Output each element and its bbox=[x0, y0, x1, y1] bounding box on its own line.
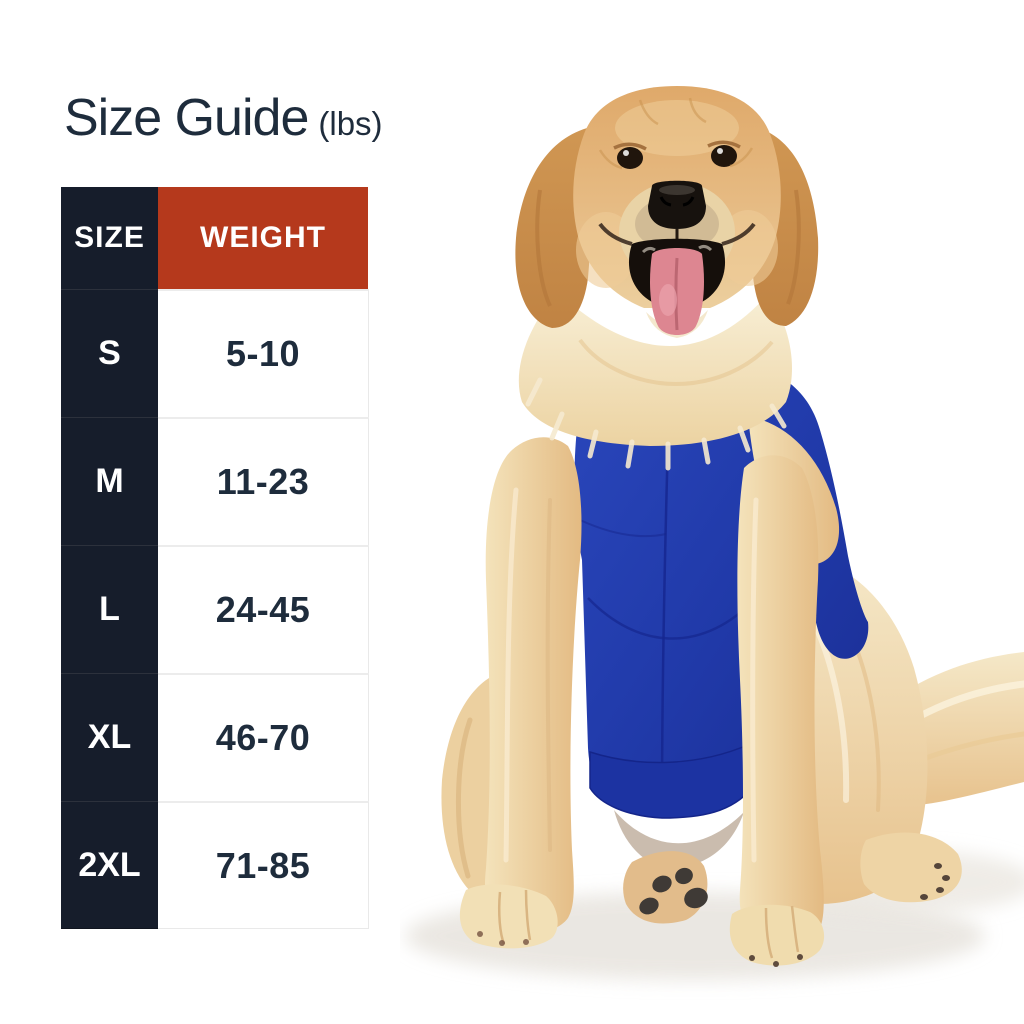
table-row: L 24-45 bbox=[61, 545, 369, 673]
size-cell: L bbox=[61, 545, 158, 673]
size-column-header: SIZE bbox=[61, 187, 158, 289]
table-header-row: SIZE WEIGHT bbox=[61, 187, 368, 289]
dog-hind-paw-right bbox=[860, 832, 962, 903]
weight-cell: 11-23 bbox=[158, 417, 369, 545]
table-row: M 11-23 bbox=[61, 417, 369, 545]
dog-eyes bbox=[613, 140, 741, 169]
size-cell: M bbox=[61, 417, 158, 545]
dog-head bbox=[573, 86, 781, 338]
page-title-unit: (lbs) bbox=[318, 105, 383, 142]
size-cell: 2XL bbox=[61, 801, 158, 929]
dog-hind-paw-center bbox=[623, 851, 708, 924]
dog-chest-ruff bbox=[518, 292, 792, 471]
table-row: XL 46-70 bbox=[61, 673, 369, 801]
dog-front-leg-right bbox=[729, 416, 840, 967]
weight-column-header: WEIGHT bbox=[158, 187, 368, 289]
size-cell: XL bbox=[61, 673, 158, 801]
dog-mouth bbox=[598, 222, 756, 338]
weight-cell: 71-85 bbox=[158, 801, 369, 929]
weight-cell: 5-10 bbox=[158, 289, 369, 417]
weight-cell: 24-45 bbox=[158, 545, 369, 673]
page-title: Size Guide (lbs) bbox=[64, 88, 383, 148]
table-row: 2XL 71-85 bbox=[61, 801, 369, 929]
size-cell: S bbox=[61, 289, 158, 417]
dog-illustration bbox=[405, 86, 1024, 980]
product-photo-dog-in-blue-vest bbox=[400, 0, 1024, 1024]
dog-front-leg-left bbox=[459, 437, 582, 949]
page-title-text: Size Guide bbox=[64, 89, 309, 147]
size-table: SIZE WEIGHT S 5-10 M 11-23 L 24-45 XL 46… bbox=[61, 187, 369, 929]
belly-fur-shadow bbox=[614, 810, 744, 868]
weight-cell: 46-70 bbox=[158, 673, 369, 801]
table-row: S 5-10 bbox=[61, 289, 369, 417]
